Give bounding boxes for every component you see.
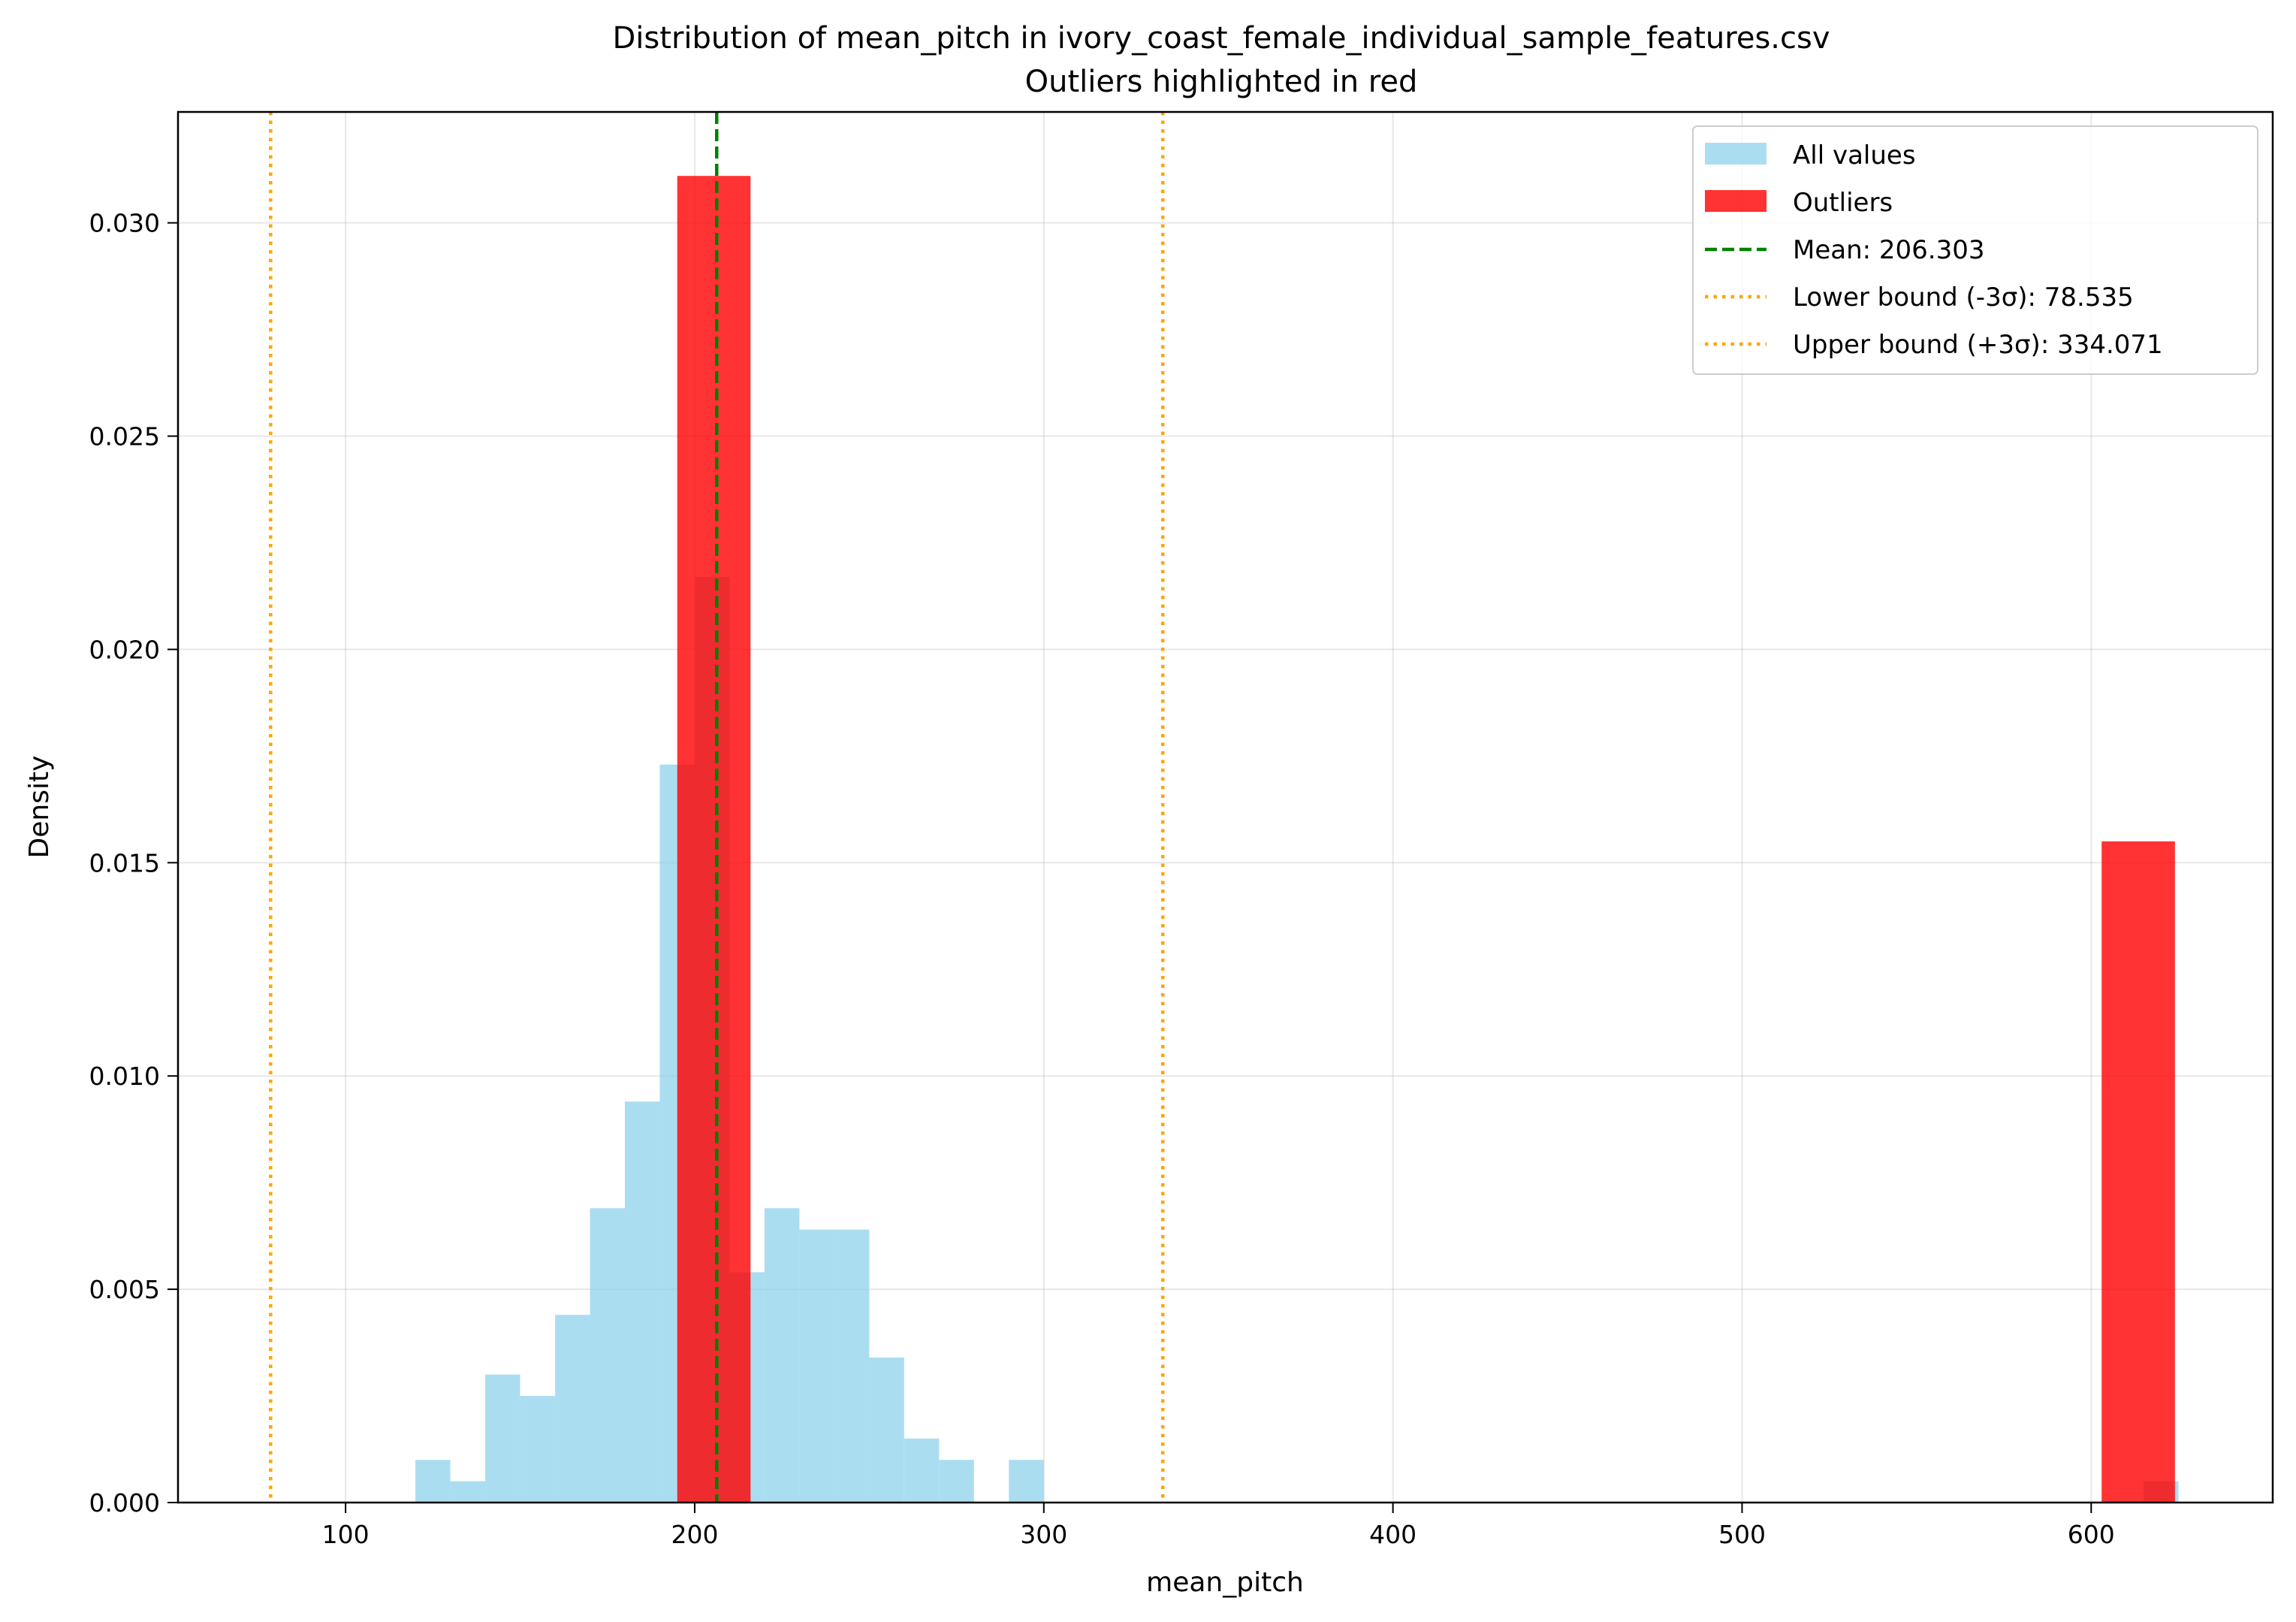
all-values-bar [904, 1438, 940, 1503]
legend-label-outliers: Outliers [1793, 188, 1893, 218]
all-values-bar [590, 1208, 625, 1503]
all-values-bar [869, 1357, 904, 1503]
x-tick-label: 300 [1020, 1520, 1067, 1549]
all-values-bar [1009, 1460, 1044, 1503]
all-values-bar [624, 1101, 660, 1503]
legend-label-mean: Mean: 206.303 [1793, 235, 1985, 265]
x-tick-label: 400 [1369, 1520, 1417, 1549]
chart-subtitle: Outliers highlighted in red [1025, 65, 1418, 99]
bars-layer [415, 176, 2179, 1503]
chart-title: Distribution of mean_pitch in ivory_coas… [613, 21, 1830, 56]
y-tick-label: 0.025 [89, 422, 160, 452]
all-values-bar [939, 1460, 974, 1503]
all-values-bar [764, 1208, 800, 1503]
x-axis-label: mean_pitch [1146, 1567, 1304, 1598]
all-values-bar [450, 1481, 486, 1503]
outlier-bar [2101, 841, 2175, 1503]
legend-frame [1692, 125, 2258, 375]
all-values-bar [834, 1229, 870, 1503]
all-values-bar [520, 1396, 556, 1503]
legend-swatch-all-values [1705, 143, 1767, 165]
legend-swatch-outliers [1705, 190, 1767, 212]
legend: All values Outliers Mean: 206.303 Lower … [1692, 125, 2258, 375]
y-tick-label: 0.015 [89, 848, 160, 877]
all-values-bar [799, 1229, 834, 1503]
y-tick-label: 0.020 [89, 635, 160, 664]
legend-label-upper-bound: Upper bound (+3σ): 334.071 [1793, 330, 2163, 360]
all-values-bar [555, 1315, 590, 1503]
legend-label-all-values: All values [1793, 140, 1916, 171]
legend-label-lower-bound: Lower bound (-3σ): 78.535 [1793, 282, 2134, 313]
outlier-bar [677, 176, 751, 1503]
y-tick-label: 0.030 [89, 209, 160, 238]
all-values-bar [485, 1374, 520, 1503]
y-tick-label: 0.000 [89, 1488, 160, 1518]
plot-frame [176, 110, 2274, 1504]
ticks-layer: 100 200 300 400 500 600 0.000 0.005 0.010 0.015 0.… [89, 209, 2115, 1549]
x-tick-label: 200 [671, 1520, 718, 1549]
y-tick-label: 0.010 [89, 1062, 160, 1091]
x-tick-label: 500 [1718, 1520, 1766, 1549]
x-tick-label: 100 [322, 1520, 370, 1549]
reference-lines-layer [269, 112, 1165, 1503]
all-values-bar [415, 1460, 451, 1503]
y-tick-label: 0.005 [89, 1275, 160, 1304]
x-tick-label: 600 [2068, 1520, 2115, 1549]
y-axis-label: Density [24, 756, 55, 859]
